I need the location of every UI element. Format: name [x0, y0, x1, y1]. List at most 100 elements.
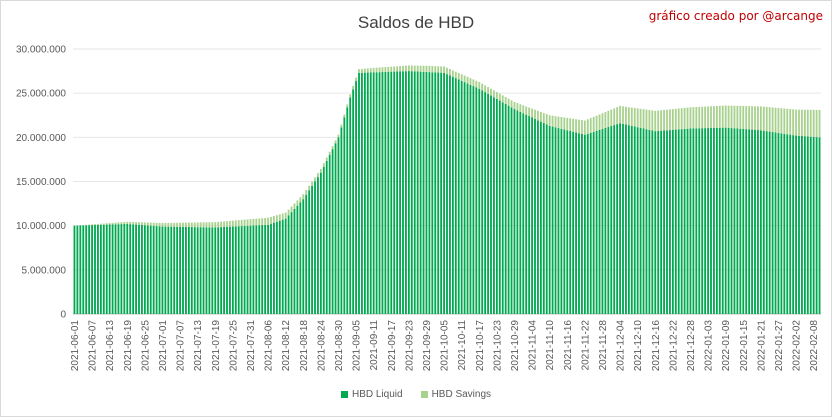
bar-hbd-liquid: [399, 71, 401, 314]
bar-hbd-savings: [255, 218, 258, 226]
legend-item-savings: HBD Savings: [420, 389, 491, 400]
bar-hbd-liquid: [196, 227, 199, 314]
bar-hbd-liquid: [264, 224, 267, 314]
bar-hbd-savings: [369, 68, 372, 73]
bar-hbd-liquid: [542, 123, 545, 314]
bar-hbd-savings: [498, 93, 501, 101]
bar-hbd-savings: [783, 108, 786, 134]
bar-hbd-savings: [246, 219, 249, 226]
bar-hbd-liquid: [111, 224, 114, 314]
bar-hbd-liquid: [375, 72, 378, 314]
bar-hbd-liquid: [105, 224, 108, 314]
bar-hbd-savings: [548, 115, 551, 126]
bar-hbd-liquid: [434, 72, 437, 315]
y-tick-label: 20.000.000: [16, 133, 66, 144]
bar-hbd-savings: [287, 209, 290, 216]
bar-hbd-savings: [748, 106, 751, 130]
bar-hbd-savings: [202, 222, 205, 228]
bar-hbd-liquid: [141, 225, 143, 314]
bar-hbd-savings: [155, 222, 158, 227]
bar-hbd-savings: [208, 222, 211, 228]
legend: HBD Liquid HBD Savings: [1, 389, 831, 400]
x-tick-label: 2021-12-28: [686, 320, 697, 372]
bar-hbd-liquid: [789, 134, 792, 314]
bar-hbd-savings: [114, 222, 117, 225]
bar-hbd-savings: [806, 109, 809, 137]
bar-hbd-savings: [416, 65, 419, 72]
bar-hbd-savings: [105, 223, 108, 225]
bar-hbd-liquid: [164, 226, 167, 314]
bar-hbd-liquid: [270, 223, 272, 314]
bar-hbd-savings: [771, 107, 774, 133]
bar-hbd-savings: [768, 107, 771, 132]
bar-hbd-savings: [542, 113, 545, 124]
bar-hbd-liquid: [736, 128, 739, 314]
bar-hbd-liquid: [534, 118, 536, 315]
bar-hbd-savings: [358, 69, 360, 73]
bar-hbd-savings: [393, 66, 396, 72]
bar-hbd-savings: [460, 74, 463, 81]
bar-hbd-liquid: [229, 226, 231, 314]
bar-hbd-savings: [176, 222, 179, 227]
bar-hbd-savings: [736, 105, 739, 129]
bar-hbd-liquid: [686, 128, 689, 314]
y-tick-label: 15.000.000: [16, 177, 66, 188]
bar-hbd-liquid: [589, 132, 592, 314]
bar-hbd-savings: [695, 107, 698, 129]
bar-hbd-savings: [654, 110, 657, 132]
bar-hbd-liquid: [123, 223, 126, 314]
bar-hbd-savings: [539, 111, 542, 122]
bar-hbd-liquid: [707, 128, 709, 314]
bar-hbd-liquid: [613, 125, 616, 314]
bar-hbd-liquid: [167, 226, 170, 314]
bar-hbd-savings: [809, 109, 812, 137]
bar-hbd-savings: [619, 105, 621, 124]
bar-hbd-liquid: [795, 135, 797, 314]
bar-hbd-liquid: [636, 127, 639, 314]
bar-hbd-savings: [554, 116, 557, 128]
bar-hbd-savings: [299, 197, 302, 203]
bar-hbd-liquid: [604, 127, 607, 314]
bar-hbd-liquid: [495, 98, 498, 315]
bar-hbd-savings: [531, 108, 533, 118]
bar-hbd-liquid: [173, 226, 176, 314]
bar-hbd-liquid: [759, 130, 762, 314]
bar-hbd-liquid: [296, 205, 299, 314]
bar-hbd-savings: [525, 106, 528, 115]
bar-hbd-liquid: [598, 129, 601, 314]
bar-hbd-liquid: [185, 226, 187, 314]
bar-hbd-liquid: [76, 225, 79, 314]
bar-hbd-savings: [431, 66, 434, 73]
bar-hbd-liquid: [724, 127, 727, 314]
bar-hbd-savings: [220, 221, 223, 228]
x-tick-label: 2021-07-01: [158, 320, 169, 372]
bar-hbd-liquid: [220, 227, 223, 314]
x-tick-label: 2021-06-19: [123, 320, 134, 372]
bar-hbd-savings: [94, 224, 96, 225]
bar-hbd-liquid: [319, 172, 322, 314]
bar-hbd-liquid: [431, 72, 434, 314]
bar-hbd-liquid: [645, 129, 648, 314]
bar-hbd-liquid: [102, 224, 105, 314]
x-tick-label: 2021-09-05: [352, 320, 363, 372]
bar-hbd-liquid: [727, 127, 730, 315]
bar-hbd-savings: [601, 113, 604, 129]
chart-title: Saldos de HBD: [357, 13, 475, 32]
bar-hbd-savings: [798, 109, 800, 136]
bar-hbd-savings: [331, 146, 334, 150]
bar-hbd-savings: [780, 108, 783, 134]
bar-hbd-savings: [190, 222, 193, 228]
bar-hbd-liquid: [205, 227, 208, 314]
bar-hbd-liquid: [193, 227, 196, 314]
bar-hbd-liquid: [143, 225, 146, 314]
bar-hbd-savings: [422, 65, 425, 72]
bar-hbd-savings: [231, 220, 234, 227]
bar-hbd-savings: [293, 203, 296, 209]
bar-hbd-liquid: [384, 71, 387, 314]
bar-hbd-liquid: [152, 225, 155, 314]
bar-hbd-savings: [666, 109, 668, 131]
bar-hbd-liquid: [539, 121, 542, 314]
bar-hbd-liquid: [337, 137, 340, 314]
x-tick-label: 2021-12-04: [616, 320, 627, 372]
bar-hbd-liquid: [290, 212, 293, 314]
